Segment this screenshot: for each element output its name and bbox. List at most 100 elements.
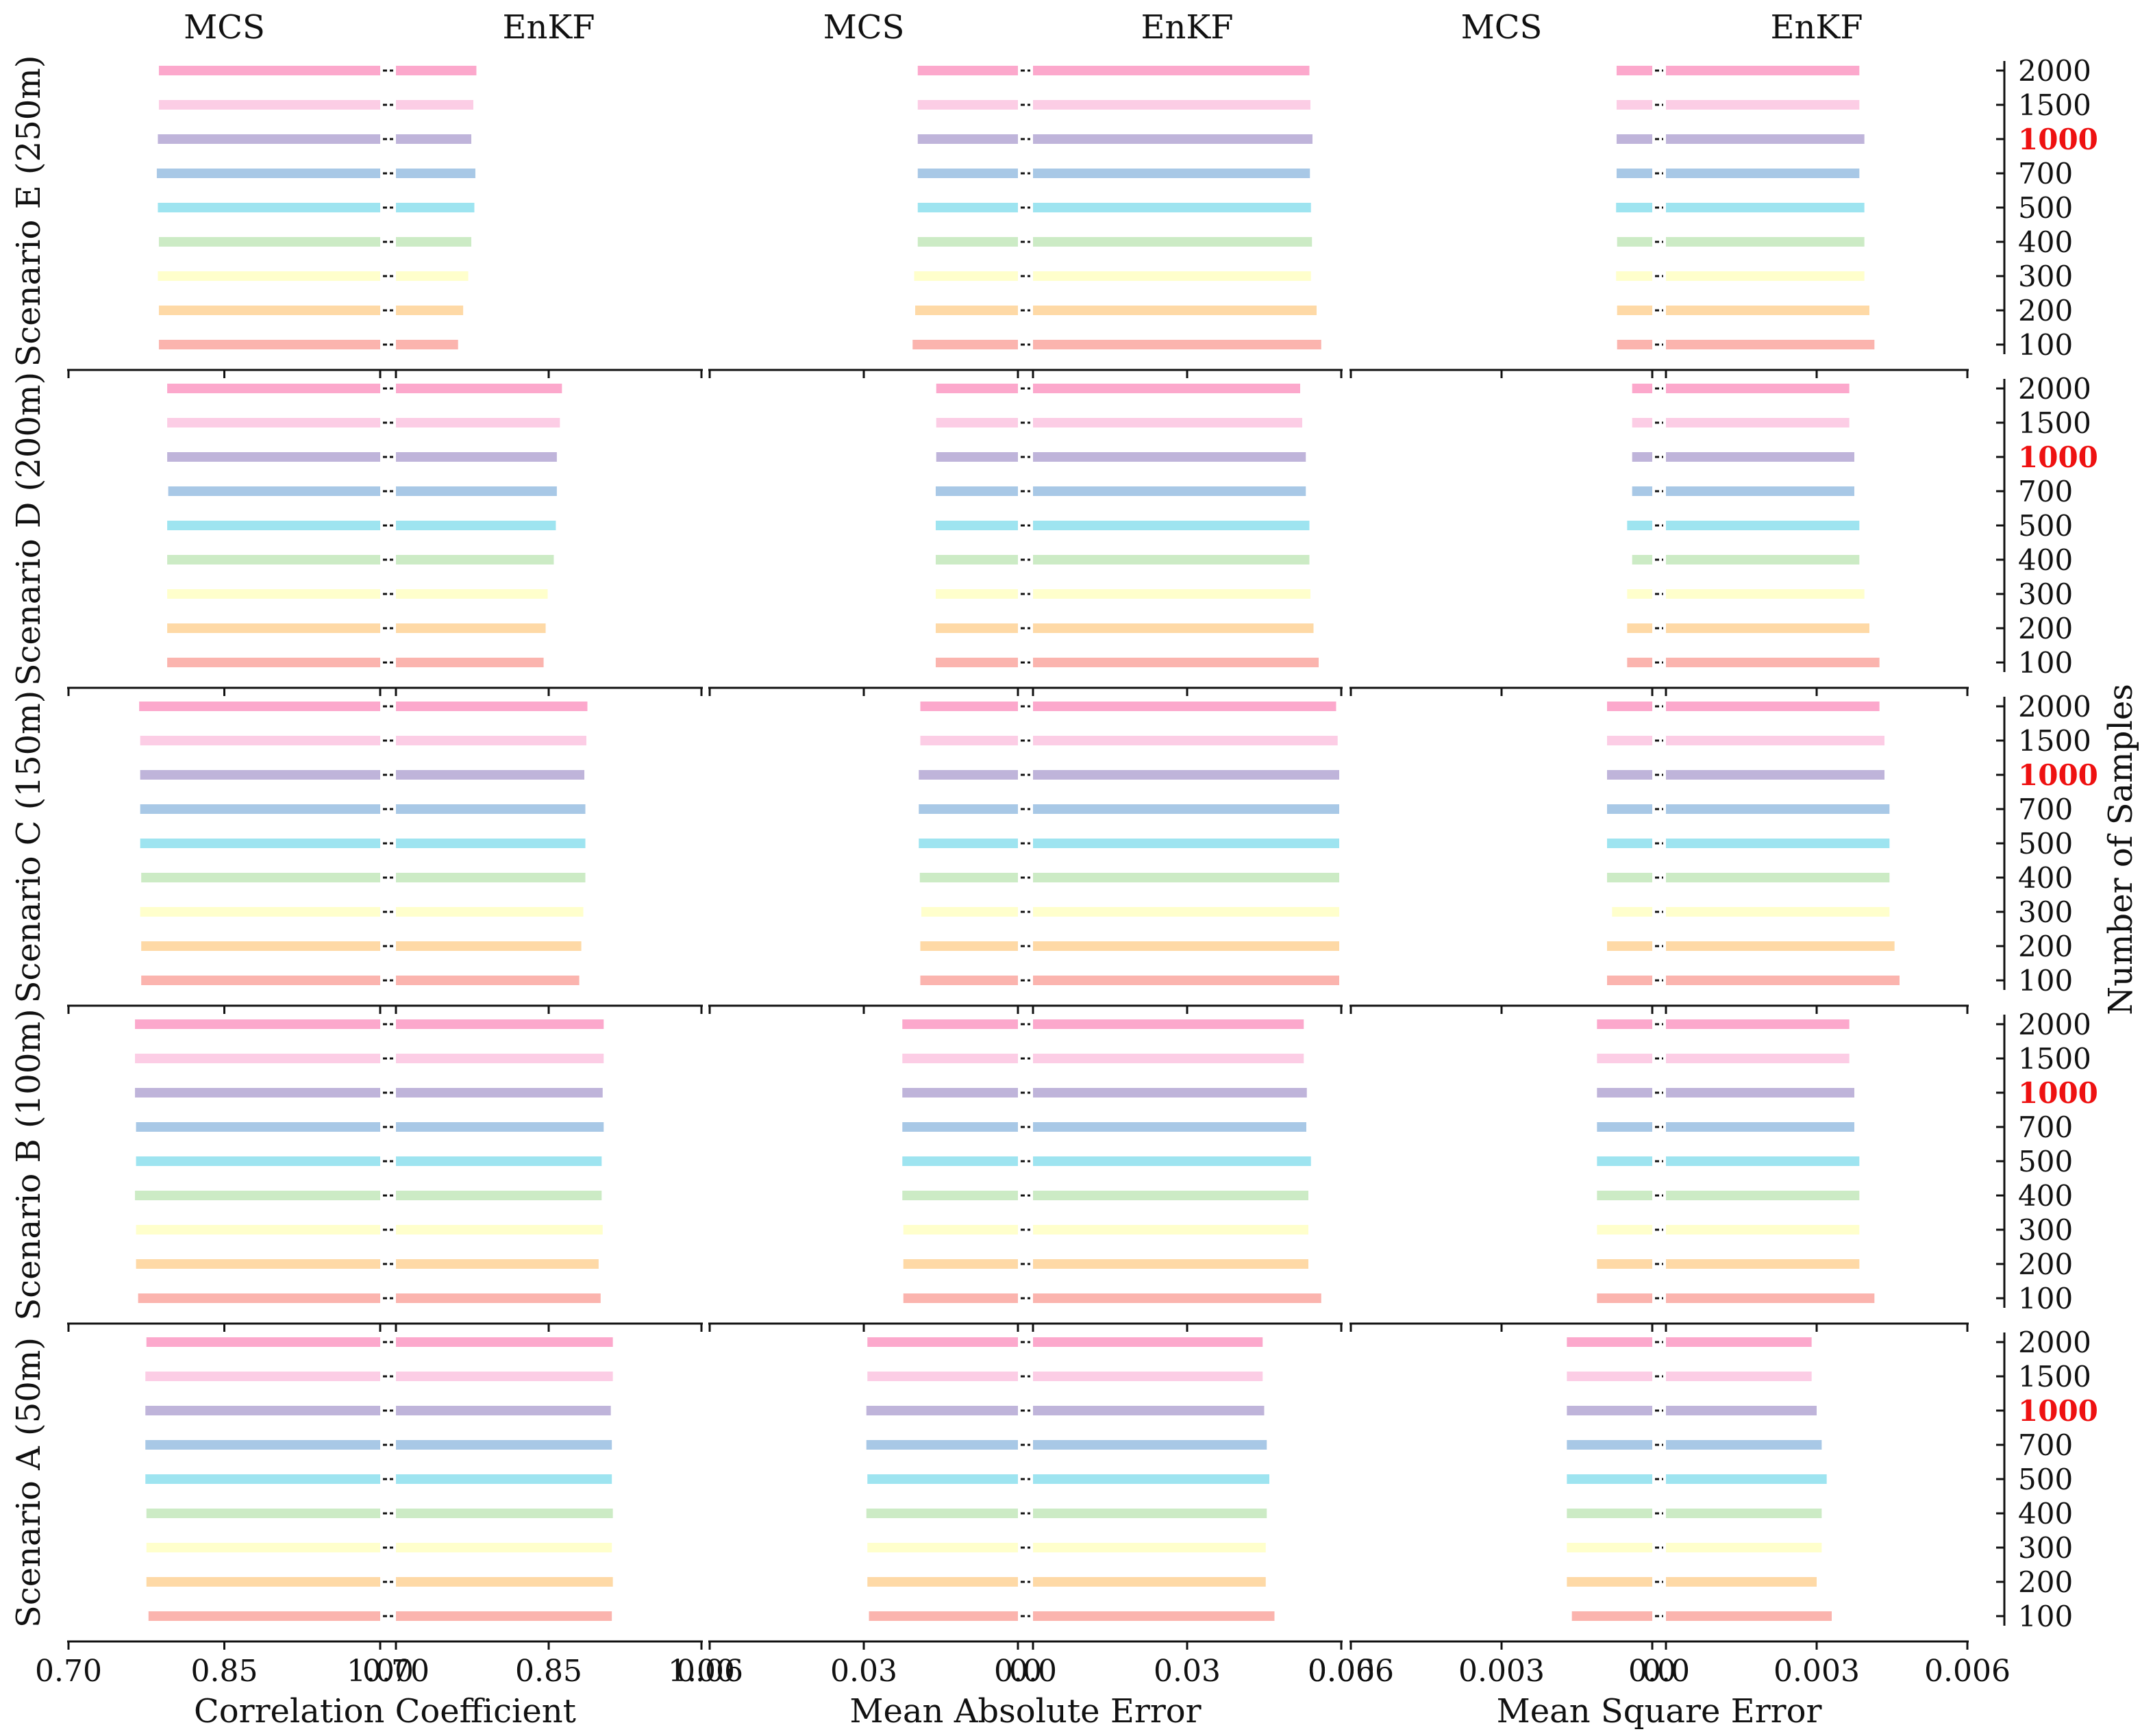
bar-mcs-mae-s1-300: [936, 589, 1018, 599]
bar-mcs-cc-s3-300: [136, 1225, 381, 1235]
bar-mcs-mae-s2-300: [921, 907, 1018, 917]
bar-mcs-mse-s4-700: [1567, 1440, 1652, 1450]
sample-label-0-500: 500: [2018, 191, 2073, 225]
bar-mcs-cc-s1-300: [167, 589, 381, 599]
sample-label-0-700: 700: [2018, 157, 2073, 190]
sample-label-0-1000: 1000: [2018, 123, 2098, 156]
bar-enkf-mse-s3-500: [1666, 1156, 1860, 1166]
bar-enkf-cc-s1-2000: [396, 384, 562, 393]
bar-enkf-cc-s3-100: [396, 1293, 601, 1303]
bar-enkf-mae-s4-300: [1033, 1543, 1266, 1552]
bar-enkf-mae-s1-500: [1033, 521, 1310, 530]
bar-mcs-cc-s4-500: [145, 1474, 380, 1484]
bar-enkf-mse-s1-100: [1666, 658, 1880, 667]
bar-mcs-cc-s4-200: [146, 1577, 380, 1587]
bar-enkf-cc-s3-700: [396, 1122, 604, 1132]
bar-mcs-mae-s0-1000: [917, 134, 1018, 144]
sample-label-3-1000: 1000: [2018, 1076, 2098, 1110]
bar-mcs-mae-s2-1500: [920, 736, 1018, 745]
bar-mcs-cc-s1-700: [168, 486, 380, 496]
sample-label-1-500: 500: [2018, 509, 2073, 543]
bar-mcs-cc-s0-500: [158, 203, 380, 212]
bar-enkf-cc-s0-200: [396, 306, 464, 315]
sample-label-0-300: 300: [2018, 260, 2073, 293]
bar-mcs-mse-s2-1000: [1607, 770, 1652, 780]
bar-mcs-mse-s1-400: [1632, 555, 1652, 565]
bar-mcs-mae-s0-300: [914, 271, 1018, 281]
bar-mcs-cc-s2-1000: [140, 770, 380, 780]
bar-mcs-cc-s2-500: [140, 839, 380, 848]
bar-enkf-mse-s2-300: [1666, 907, 1890, 917]
bar-enkf-mae-s4-500: [1033, 1474, 1269, 1484]
bar-enkf-cc-s2-2000: [396, 702, 588, 711]
bar-enkf-cc-s4-200: [396, 1577, 613, 1587]
bar-mcs-mse-s0-400: [1617, 237, 1652, 247]
bar-enkf-mae-s4-400: [1033, 1509, 1267, 1518]
bar-mcs-cc-s4-1500: [145, 1372, 380, 1381]
tick-label-enkf-mse-0: 0.0: [1642, 1654, 1690, 1689]
bar-enkf-cc-s1-400: [396, 555, 554, 565]
bar-enkf-mse-s4-200: [1666, 1577, 1817, 1587]
sample-label-2-500: 500: [2018, 827, 2073, 860]
bar-enkf-mse-s0-1500: [1666, 100, 1860, 110]
bar-mcs-mse-s0-500: [1616, 203, 1652, 212]
sample-label-1-400: 400: [2018, 543, 2073, 577]
bar-enkf-cc-s0-500: [396, 203, 475, 212]
header-enkf-2: EnKF: [1770, 8, 1863, 47]
bar-enkf-mse-s0-1000: [1666, 134, 1865, 144]
bar-mcs-mse-s3-1000: [1597, 1088, 1652, 1098]
bar-enkf-mse-s4-1000: [1666, 1406, 1817, 1415]
bar-enkf-cc-s2-100: [396, 976, 580, 985]
sample-label-3-100: 100: [2018, 1282, 2073, 1315]
bar-enkf-mae-s1-700: [1033, 486, 1306, 496]
bar-enkf-mae-s3-700: [1033, 1122, 1306, 1132]
bar-enkf-mse-s2-500: [1666, 839, 1890, 848]
tick-label-mcs-cc-0: 0.70: [35, 1654, 102, 1689]
sample-label-2-400: 400: [2018, 861, 2073, 895]
bar-mcs-cc-s2-200: [141, 941, 380, 951]
bar-enkf-mae-s2-1500: [1033, 736, 1338, 745]
bar-enkf-mse-s0-400: [1666, 237, 1865, 247]
bar-enkf-mae-s4-1500: [1033, 1372, 1263, 1381]
bar-enkf-mae-s0-2000: [1033, 66, 1310, 75]
bar-enkf-mse-s2-200: [1666, 941, 1895, 951]
bar-mcs-mse-s3-500: [1597, 1156, 1652, 1166]
bar-enkf-cc-s0-100: [396, 340, 458, 349]
bar-mcs-mse-s3-2000: [1597, 1019, 1652, 1029]
bar-enkf-mse-s2-100: [1666, 976, 1900, 985]
bar-mcs-mse-s4-1500: [1567, 1372, 1652, 1381]
bar-mcs-mse-s1-700: [1632, 486, 1652, 496]
bar-mcs-mse-s1-1500: [1632, 418, 1652, 427]
bar-mcs-mse-s3-700: [1597, 1122, 1652, 1132]
sample-label-4-700: 700: [2018, 1428, 2073, 1462]
bar-mcs-mse-s4-1000: [1567, 1406, 1652, 1415]
bar-enkf-cc-s4-400: [396, 1509, 613, 1518]
tick-label-enkf-cc-0: 0.70: [362, 1654, 430, 1689]
sample-label-2-700: 700: [2018, 793, 2073, 826]
sample-label-4-500: 500: [2018, 1463, 2073, 1496]
tick-label-mcs-cc-1: 0.85: [191, 1654, 258, 1689]
bar-enkf-mse-s4-1500: [1666, 1372, 1812, 1381]
bar-enkf-mse-s3-1500: [1666, 1054, 1850, 1063]
bar-mcs-mae-s0-400: [917, 237, 1018, 247]
bar-enkf-mae-s1-400: [1033, 555, 1310, 565]
bar-enkf-cc-s1-1500: [396, 418, 560, 427]
bar-mcs-cc-s4-1000: [145, 1406, 380, 1415]
tick-label-mcs-cc-2: 1.00: [347, 1654, 414, 1689]
bar-mcs-mse-s2-300: [1612, 907, 1652, 917]
bar-mcs-mae-s3-200: [903, 1259, 1018, 1269]
bar-mcs-mse-s2-200: [1607, 941, 1652, 951]
bar-enkf-cc-s0-400: [396, 237, 472, 247]
bar-mcs-mse-s4-300: [1567, 1543, 1652, 1552]
bar-enkf-cc-s3-300: [396, 1225, 603, 1235]
bar-mcs-mse-s0-100: [1617, 340, 1652, 349]
bar-mcs-mae-s4-100: [869, 1611, 1018, 1621]
tick-label-enkf-mae-1: 0.03: [1154, 1654, 1221, 1689]
x-axis-label-mae: Mean Absolute Error: [849, 1692, 1201, 1731]
sample-label-1-200: 200: [2018, 612, 2073, 645]
header-enkf-1: EnKF: [1141, 8, 1233, 47]
bar-mcs-mae-s4-700: [866, 1440, 1018, 1450]
bar-enkf-mse-s4-2000: [1666, 1337, 1812, 1347]
